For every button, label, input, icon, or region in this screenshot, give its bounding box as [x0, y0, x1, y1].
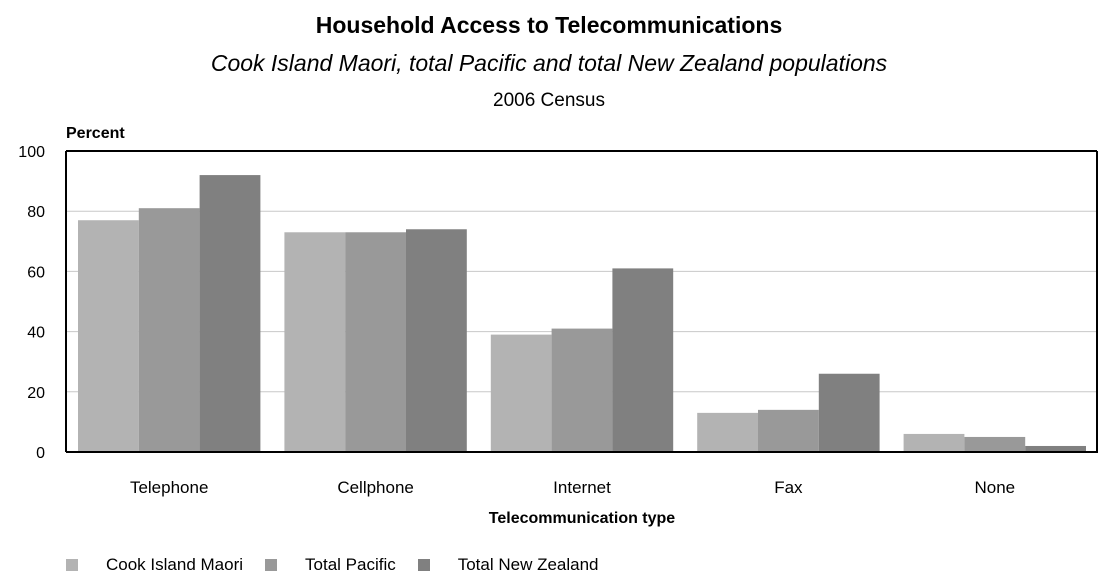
x-axis-label: Telecommunication type	[489, 510, 676, 527]
legend-swatch	[66, 559, 78, 571]
y-tick-labels: 0 20 40 60 80 100	[18, 144, 45, 462]
axes	[65, 150, 1098, 453]
bar-fax-2	[818, 373, 880, 452]
chart-subtitle: Cook Island Maori, total Pacific and tot…	[210, 50, 888, 76]
y-tick-label: 40	[27, 325, 45, 342]
bars	[78, 175, 1086, 452]
bar-telephone-0	[78, 220, 139, 452]
x-category-label: Fax	[774, 478, 803, 497]
legend-label: Cook Island Maori	[106, 555, 244, 574]
bar-internet-2	[612, 268, 674, 452]
x-category-label: Internet	[553, 478, 611, 497]
x-category-label: None	[974, 478, 1015, 497]
bar-cellphone-0	[284, 232, 346, 452]
bar-telephone-1	[138, 208, 200, 452]
bar-none-0	[903, 433, 965, 452]
legend-swatch	[265, 559, 278, 571]
legend-label: Total New Zealand	[457, 555, 599, 574]
chart-title: Household Access to Telecommunications	[315, 12, 783, 38]
y-tick-label: 20	[27, 385, 45, 402]
bar-fax-0	[697, 412, 758, 452]
legend-label: Total Pacific	[305, 555, 396, 574]
y-axis-label: Percent	[66, 125, 125, 142]
chart-subtitle-census: 2006 Census	[493, 90, 605, 111]
x-category-label: Telephone	[130, 478, 208, 497]
y-tick-label: 80	[27, 204, 45, 221]
bar-telephone-2	[199, 175, 261, 452]
bar-fax-1	[758, 409, 819, 452]
y-tick-label: 0	[36, 445, 45, 462]
legend-item: Total Pacific	[265, 555, 396, 575]
bar-internet-1	[551, 328, 613, 452]
bar-none-1	[964, 436, 1026, 452]
y-tick-label: 100	[18, 144, 45, 161]
bar-cellphone-2	[406, 229, 467, 452]
legend-swatch	[417, 559, 430, 571]
x-category-label: Cellphone	[337, 478, 414, 497]
y-tick-label: 60	[27, 264, 45, 281]
legend-item: Cook Island Maori	[66, 555, 243, 575]
bar-internet-0	[490, 334, 552, 452]
legend-item: Total New Zealand	[417, 555, 599, 575]
legend: Cook Island Maori Total Pacific Total New …	[66, 553, 621, 577]
bar-none-2	[1025, 445, 1086, 452]
bar-cellphone-1	[345, 232, 406, 452]
x-category-labels: Telephone Cellphone Internet Fax None	[130, 478, 1015, 497]
